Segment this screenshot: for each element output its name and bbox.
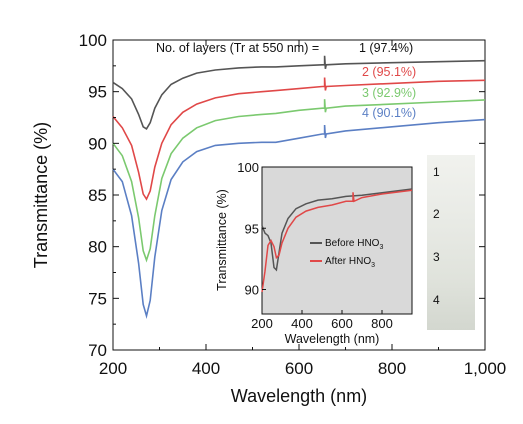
layers-annotation-header: No. of layers (Tr at 550 nm) = (156, 41, 319, 55)
main-x-tick-label: 1,000 (464, 359, 507, 378)
main-y-axis-title: Transmittance (%) (31, 122, 51, 268)
photo-label-2: 2 (433, 207, 440, 221)
series-line-2 (112, 77, 486, 201)
series-label-3: 3 (92.9%) (362, 86, 416, 100)
inset-y-tick-label: 90 (245, 283, 259, 298)
series-labels-group: 1 (97.4%) 2 (95.1%) 3 (92.9%) 4 (90.1%) (359, 41, 416, 120)
inset-legend-label-2: After HNO3 (325, 256, 375, 269)
main-series-group (112, 55, 486, 320)
main-y-tick-label: 100 (79, 31, 107, 50)
main-y-tick-label: 95 (88, 83, 107, 102)
inset-x-tick-label: 200 (251, 316, 273, 331)
series-label-4: 4 (90.1%) (362, 106, 416, 120)
sample-photo-labels: 1 2 3 4 (433, 165, 440, 307)
main-y-tick-label: 75 (88, 289, 107, 308)
photo-label-1: 1 (433, 165, 440, 179)
inset-legend-label-1: Before HNO3 (325, 238, 383, 251)
inset-chart: 200 400 600 800 90 95 100 Wavelength (nm) Tran… (215, 160, 413, 346)
main-y-tick-label: 80 (88, 238, 107, 257)
inset-legend-subscript: 3 (379, 244, 383, 251)
inset-series-group (261, 188, 413, 293)
sample-photo-image (427, 155, 475, 330)
main-y-tick-label: 90 (88, 134, 107, 153)
main-x-tick-label: 400 (192, 359, 220, 378)
inset-legend-subscript: 3 (371, 262, 375, 269)
photo-label-4: 4 (433, 293, 440, 307)
inset-y-tick-label: 100 (237, 160, 259, 175)
inset-legend: Before HNO3 After HNO3 (310, 238, 383, 269)
series-line-1 (112, 55, 486, 131)
inset-series-line-2 (261, 189, 413, 293)
inset-x-tick-label: 400 (291, 316, 313, 331)
main-x-tick-label: 600 (285, 359, 313, 378)
main-y-tick-label: 85 (88, 186, 107, 205)
series-label-2: 2 (95.1%) (362, 65, 416, 79)
inset-y-tick-label: 95 (245, 221, 259, 236)
sample-photo: 1 2 3 4 (427, 155, 475, 330)
inset-x-tick-label: 800 (371, 316, 393, 331)
main-chart: 200 400 600 800 1,000 70 75 80 85 90 95 100 Wavelen… (31, 31, 506, 406)
series-line-3 (112, 99, 486, 263)
inset-x-axis-title: Wavelength (nm) (285, 332, 380, 346)
main-y-tick-label: 70 (88, 341, 107, 360)
main-ticks-group: 200 400 600 800 1,000 70 75 80 85 90 95 100 (79, 31, 507, 378)
series-label-1: 1 (97.4%) (359, 41, 413, 55)
inset-y-axis-title: Transmittance (%) (215, 189, 229, 291)
inset-x-tick-label: 600 (331, 316, 353, 331)
main-x-axis-title: Wavelength (nm) (231, 386, 367, 406)
photo-label-3: 3 (433, 250, 440, 264)
series-line-4 (112, 118, 486, 320)
main-x-tick-label: 200 (99, 359, 127, 378)
main-x-tick-label: 800 (378, 359, 406, 378)
inset-ticks-group: 200 400 600 800 90 95 100 (237, 160, 393, 331)
